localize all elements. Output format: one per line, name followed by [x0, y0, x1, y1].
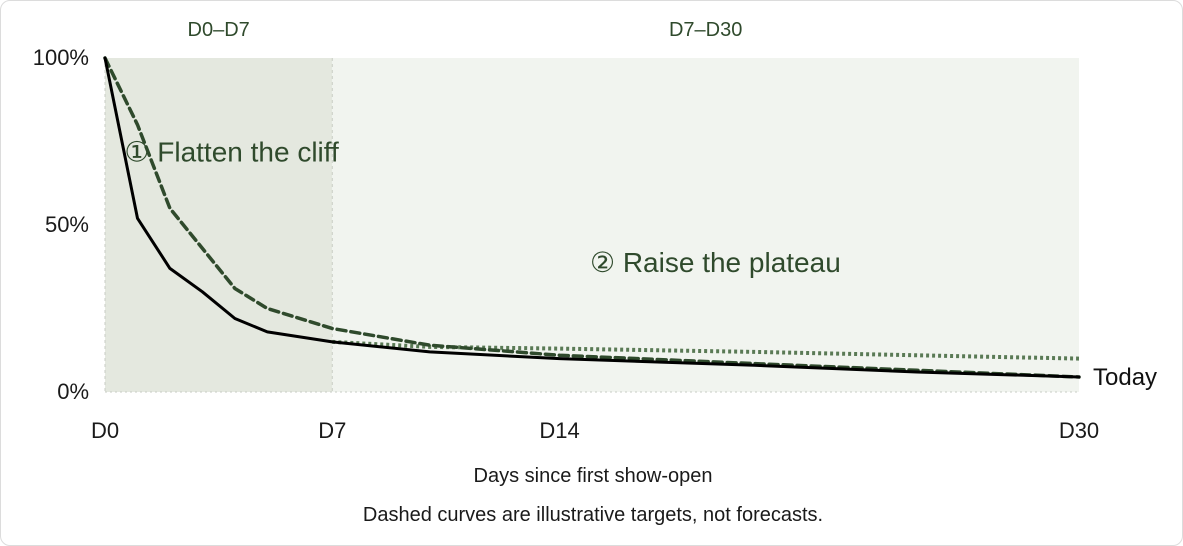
band-label-0: D0–D7	[188, 19, 250, 41]
x-tick-label-0: D0	[91, 418, 119, 443]
bands-layer	[105, 58, 1079, 392]
band-1	[332, 58, 1079, 392]
y-tick-label-1: 50%	[45, 212, 89, 237]
annotation-0: ① Flatten the cliff	[124, 137, 339, 168]
y-tick-label-2: 100%	[33, 45, 89, 70]
series-layer	[103, 56, 1081, 379]
series-line-0	[103, 56, 1081, 379]
x-axis-title: Days since first show-open	[474, 465, 713, 487]
series-line-1	[103, 56, 1081, 379]
series-label-0: Today	[1093, 364, 1157, 391]
x-tick-label-2: D14	[539, 418, 579, 443]
band-label-1: D7–D30	[669, 19, 742, 41]
x-tick-label-3: D30	[1059, 418, 1099, 443]
text-layer: D0–D7 D7–D30 0% 50% 100% D0 D7 D14 D30 Today ① Fla…	[33, 19, 1157, 443]
axes-layer	[104, 58, 1079, 393]
annotation-1: ② Raise the plateau	[590, 247, 841, 278]
x-tick-label-1: D7	[318, 418, 346, 443]
series-line-2	[332, 339, 1080, 361]
footnote: Dashed curves are illustrative targets, …	[363, 504, 823, 526]
y-tick-label-0: 0%	[57, 379, 89, 404]
band-0	[105, 58, 333, 392]
